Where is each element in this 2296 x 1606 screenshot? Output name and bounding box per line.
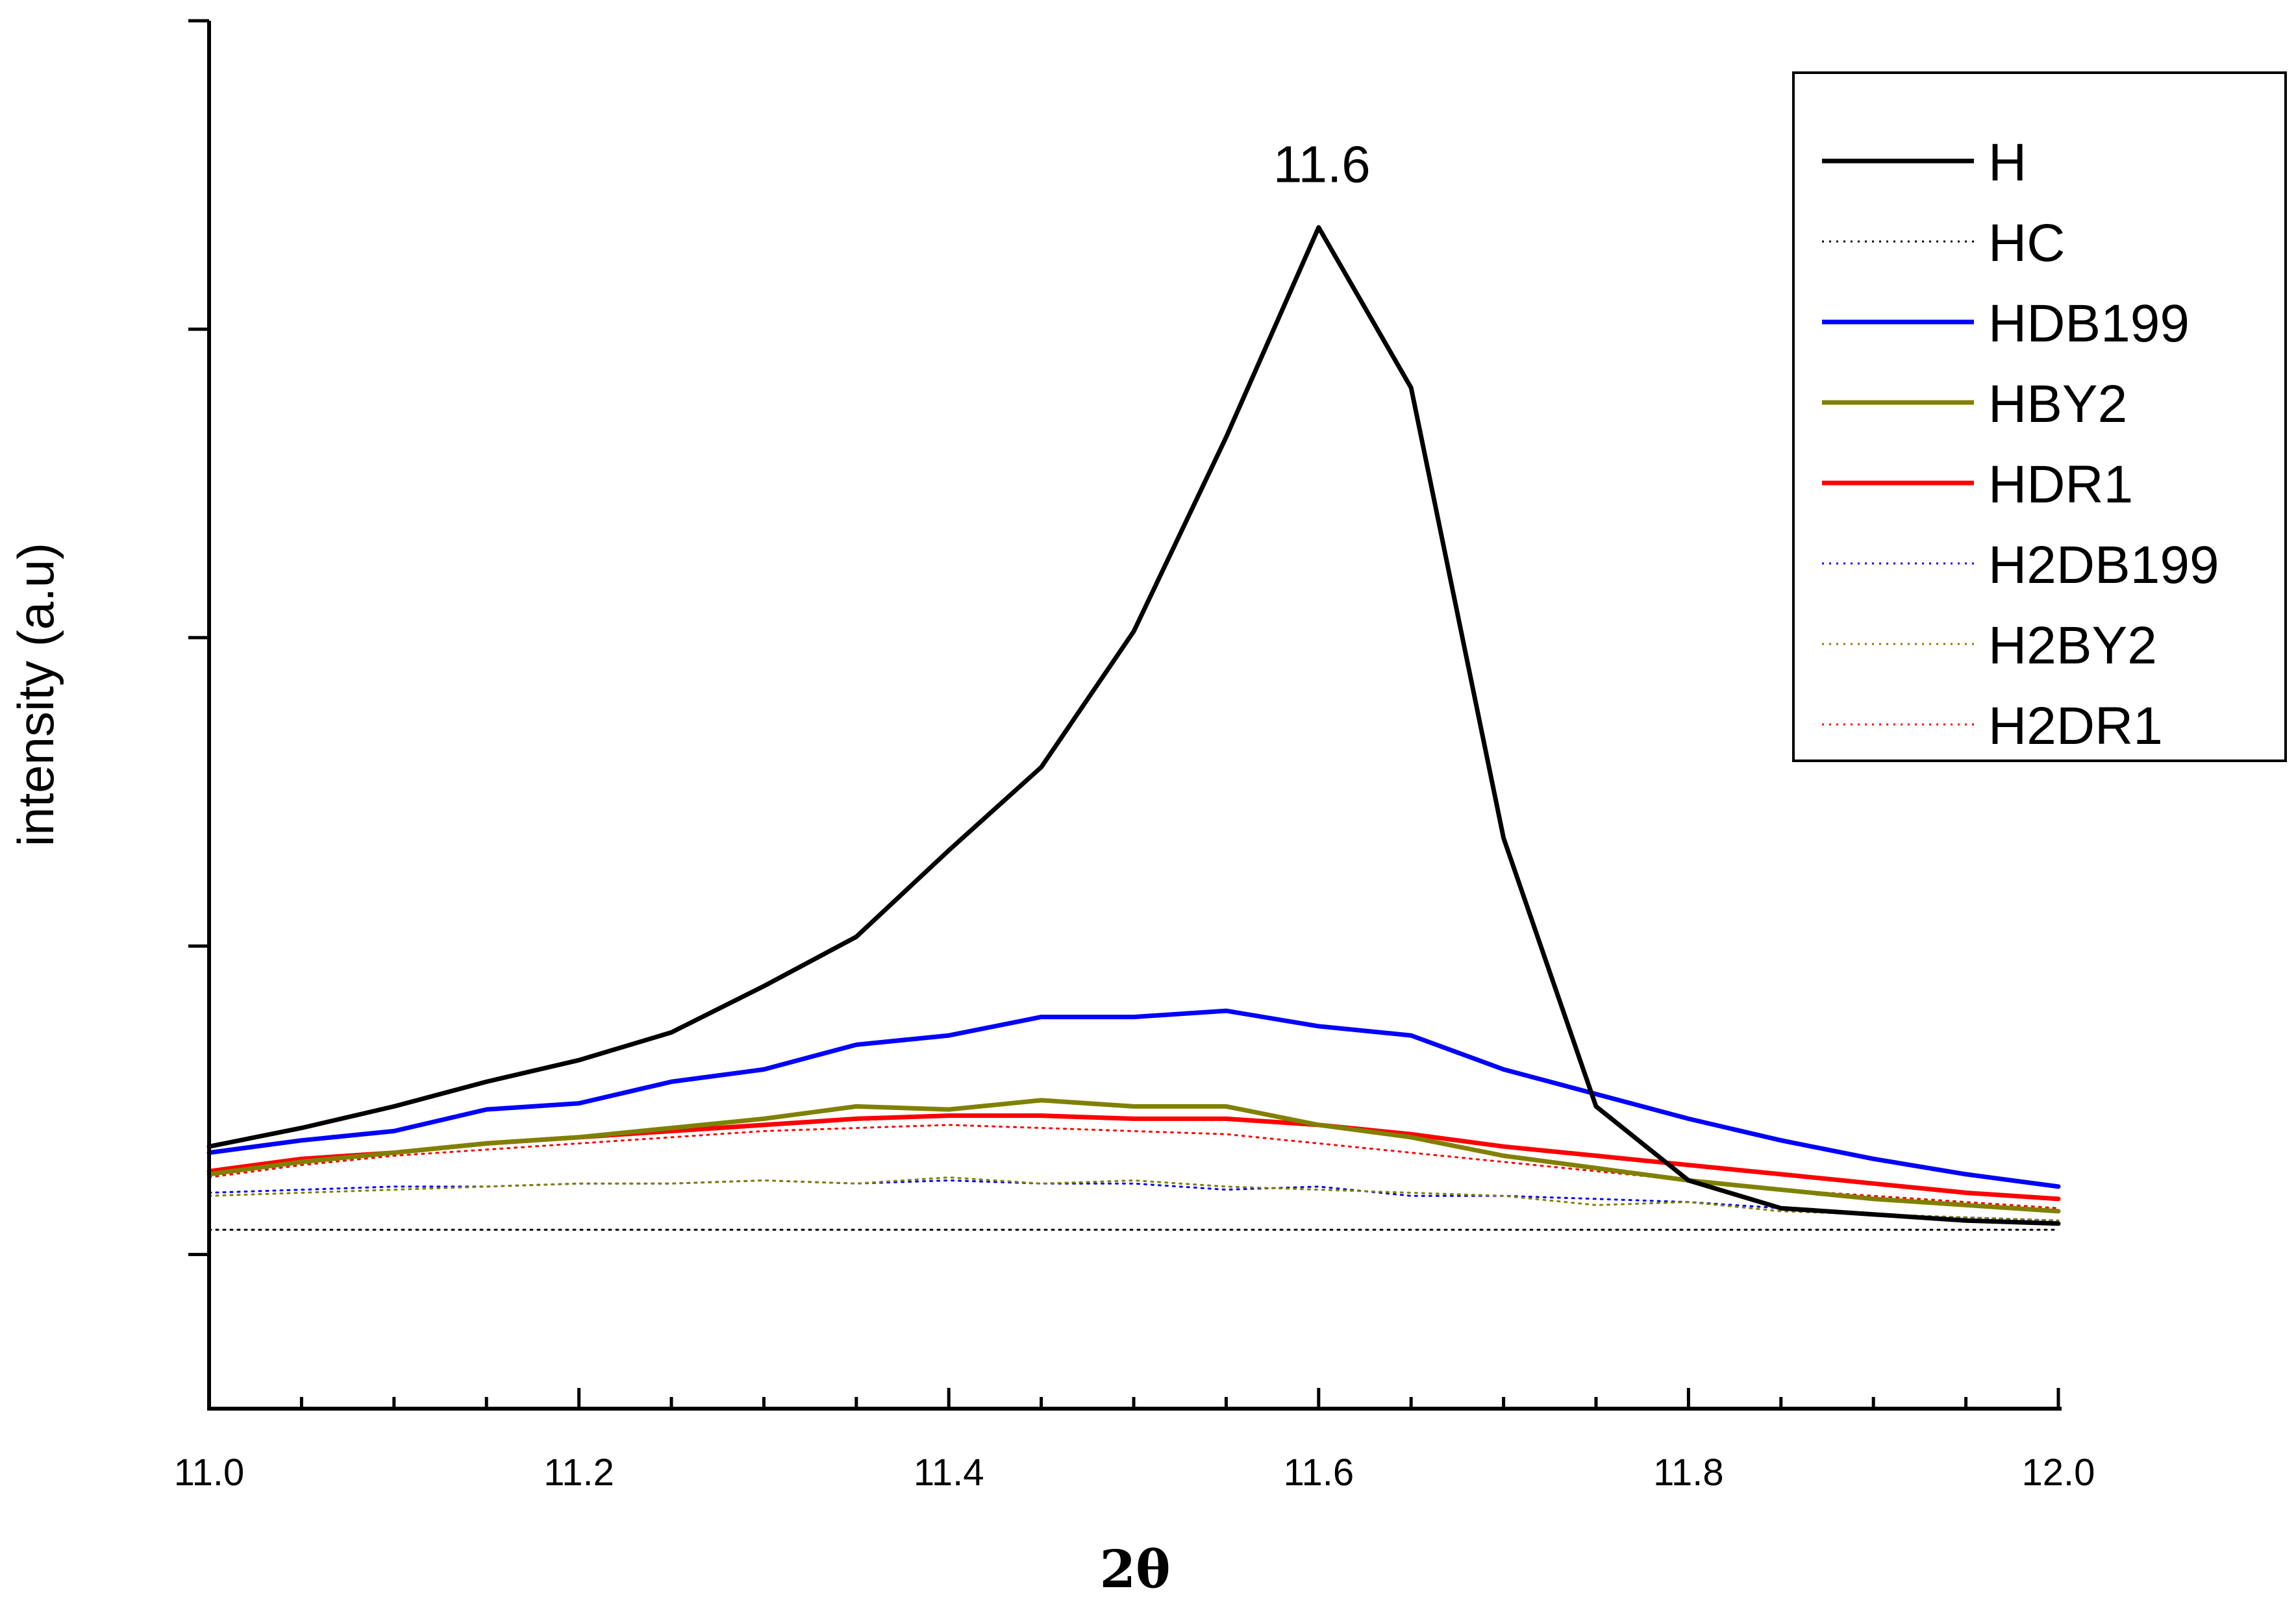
annotation-peak: 11.6 xyxy=(1273,135,1371,193)
series-line-h2dr1 xyxy=(208,1124,2060,1209)
series-line-hby2 xyxy=(206,1098,2061,1214)
y-axis-title: intensity (a.u) xyxy=(7,543,64,846)
x-tick-label: 11.8 xyxy=(1653,1452,1724,1494)
y-ticks xyxy=(188,19,209,1256)
series-line-hdr1 xyxy=(206,1113,2061,1202)
legend-label-hdr1: HDR1 xyxy=(1988,455,2133,514)
series-line-h xyxy=(206,225,2061,1226)
x-axis-title: 2θ xyxy=(1099,1538,1170,1600)
x-ticks: 11.0 11.2 11.4 11.6 11.8 12.0 xyxy=(174,1388,2095,1494)
x-tick-label: 11.0 xyxy=(174,1452,245,1494)
legend-label-h2dr1: H2DR1 xyxy=(1988,697,2163,756)
legend-label-hby2: HBY2 xyxy=(1988,375,2127,434)
legend-label-hdb199: HDB199 xyxy=(1988,294,2190,353)
x-tick-label: 11.4 xyxy=(914,1452,984,1494)
legend-label-h2db199: H2DB199 xyxy=(1988,536,2219,595)
x-tick-label: 11.6 xyxy=(1284,1452,1354,1494)
legend-label-h: H xyxy=(1988,133,2027,192)
series-line-hdb199 xyxy=(206,1008,2061,1189)
legend-label-hc: HC xyxy=(1988,214,2065,273)
x-tick-label: 11.2 xyxy=(543,1452,614,1494)
series-line-h2db199 xyxy=(208,1179,2060,1222)
legend-box xyxy=(1792,71,2287,762)
series-layer xyxy=(206,225,2061,1231)
legend-label-h2by2: H2BY2 xyxy=(1988,616,2157,675)
x-tick-label: 12.0 xyxy=(2022,1452,2095,1494)
series-line-h2by2 xyxy=(208,1176,2060,1222)
legend: H HC HDB199 HBY2 HDR1 H2DB199 H2BY2 H2DR1 xyxy=(1792,71,2287,762)
